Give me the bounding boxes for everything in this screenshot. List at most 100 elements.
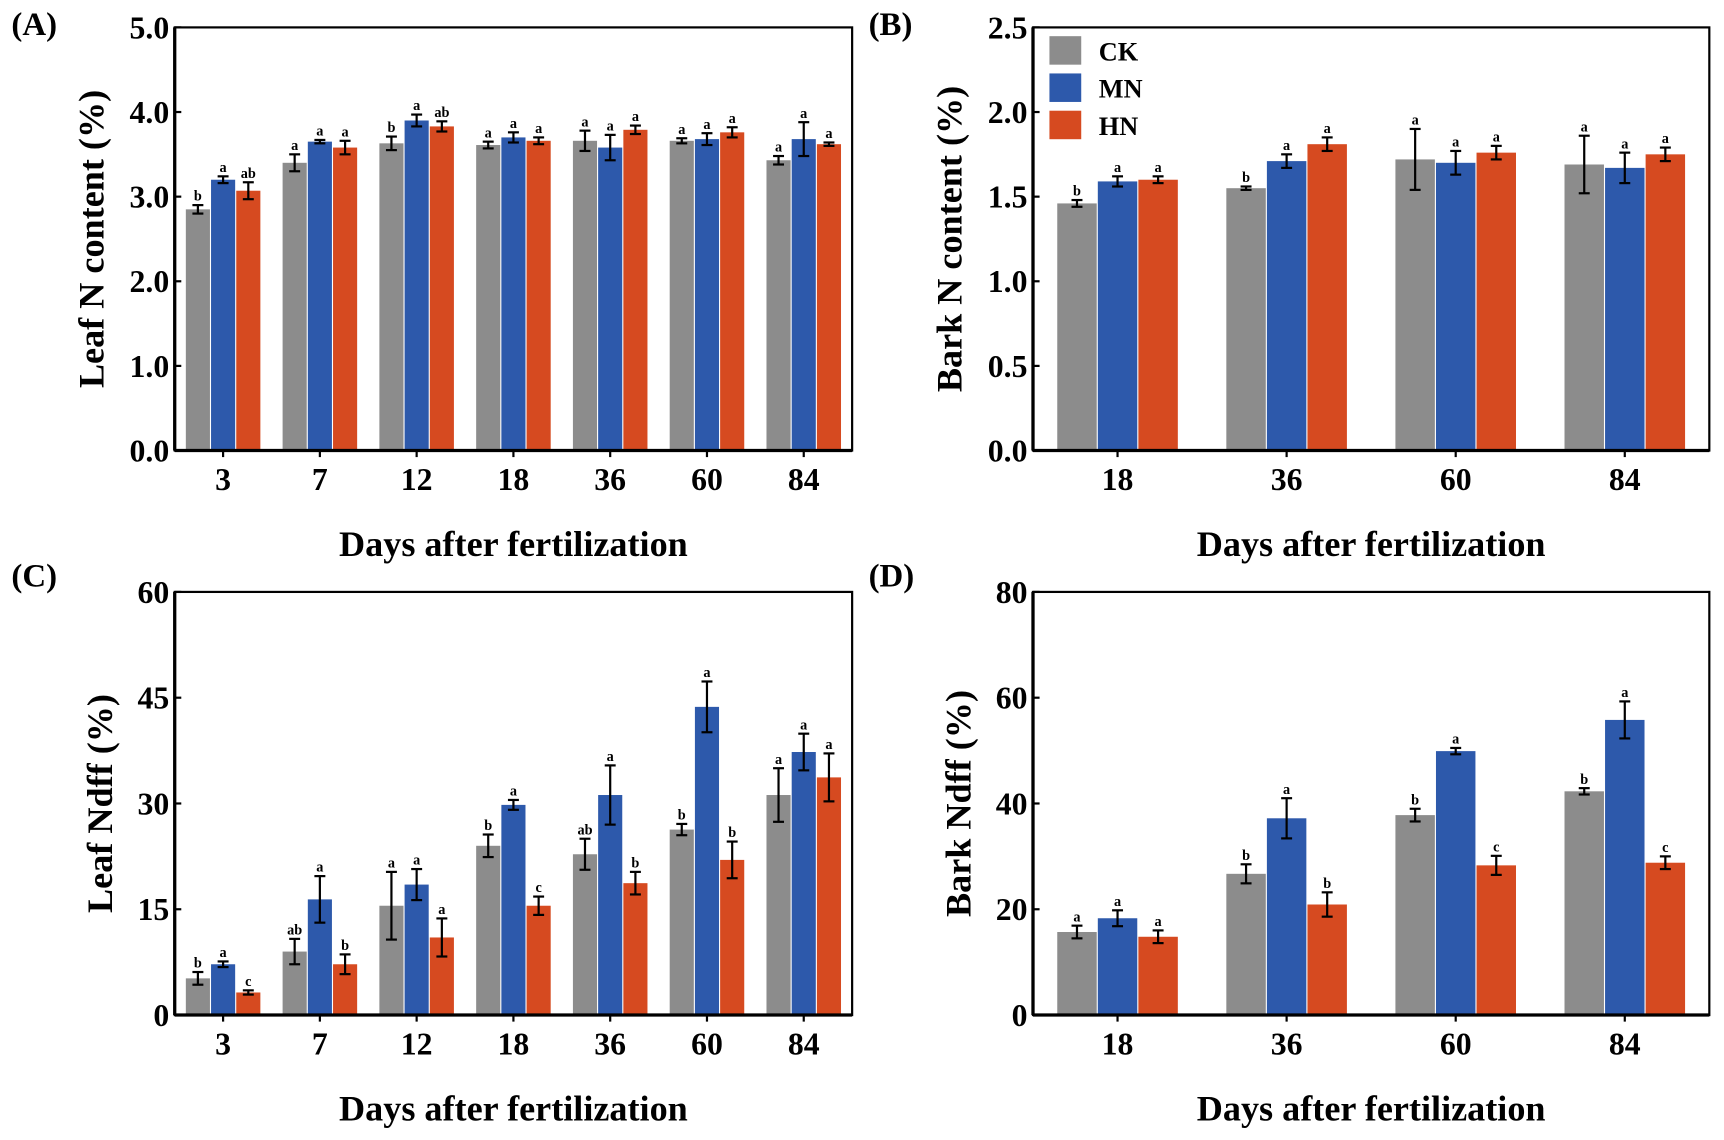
- significance-letter: b: [1580, 772, 1588, 788]
- legend-item-ck: CK: [1049, 36, 1139, 66]
- x-tick-label: 60: [691, 462, 723, 497]
- legend-label: MN: [1099, 75, 1143, 104]
- bar-hn-84: [816, 144, 842, 451]
- bar-hn-60: [720, 859, 745, 1016]
- bar-ck-60: [1395, 815, 1435, 1016]
- error-bar: [192, 970, 204, 986]
- error-bar: [339, 953, 351, 976]
- significance-letter: c: [245, 974, 251, 990]
- error-bar: [726, 840, 738, 880]
- x-axis-title: Days after fertilization: [339, 524, 688, 564]
- error-bar: [798, 121, 810, 158]
- bar-mn-84: [1605, 719, 1645, 1016]
- y-tick-label: 1.0: [988, 264, 1028, 299]
- bar-mn-3: [211, 179, 236, 451]
- significance-letter: ab: [241, 166, 256, 182]
- error-bar: [507, 131, 519, 144]
- error-bar: [242, 181, 254, 201]
- bar-hn-3: [236, 190, 261, 451]
- significance-letter: a: [220, 160, 227, 176]
- bar-hn-18: [1138, 179, 1178, 451]
- x-axis-title: Days after fertilization: [339, 1088, 688, 1128]
- error-bar: [482, 833, 494, 859]
- bar-mn-36: [598, 147, 623, 451]
- panel-b: (B) b b a a a a a a a a a a 0.0 0.5 1.0 1.5 2.0 2.5 18 36 60 8…: [869, 7, 1711, 564]
- y-tick-label: 80: [996, 575, 1028, 610]
- error-bar: [314, 138, 326, 145]
- bar-hn-36: [623, 129, 648, 451]
- bar-mn-12: [404, 120, 429, 451]
- legend-swatch: [1049, 36, 1082, 65]
- error-bar: [773, 767, 785, 823]
- y-tick-label: 60: [996, 681, 1028, 716]
- bar-ck-18: [476, 845, 501, 1016]
- bar-hn-18: [526, 905, 551, 1016]
- x-tick-label: 60: [1440, 1027, 1472, 1062]
- y-tick-label: 60: [137, 575, 169, 610]
- x-tick-label: 36: [594, 462, 626, 497]
- error-bar: [1659, 146, 1671, 163]
- x-tick-label: 7: [312, 1027, 328, 1062]
- bar-mn-18: [1097, 181, 1138, 451]
- significance-letter: a: [703, 117, 710, 133]
- significance-letter: b: [1242, 170, 1250, 186]
- significance-letter: a: [413, 853, 420, 869]
- bar-ck-60: [669, 829, 694, 1016]
- y-tick-label: 2.5: [988, 10, 1028, 45]
- error-bar: [676, 137, 688, 145]
- significance-letter: c: [535, 880, 541, 896]
- bar-ck-36: [1226, 188, 1266, 451]
- bar-ck-84: [766, 160, 791, 451]
- significance-letter: a: [825, 126, 832, 142]
- panel-label: (A): [11, 7, 57, 43]
- error-bar: [1619, 151, 1631, 185]
- significance-letter: a: [1621, 136, 1628, 152]
- y-tick-label: 45: [137, 681, 169, 716]
- significance-letter: a: [1662, 131, 1669, 147]
- x-tick-label: 7: [312, 462, 328, 497]
- error-bar: [533, 895, 545, 916]
- y-tick-label: 4.0: [130, 95, 170, 130]
- x-tick-label: 84: [788, 462, 820, 497]
- error-bar: [217, 960, 229, 969]
- significance-letter: a: [1493, 129, 1500, 145]
- significance-letter: a: [1581, 119, 1588, 135]
- y-axis-title: Bark N content (%): [930, 86, 970, 392]
- y-tick-label: 2.0: [130, 264, 170, 299]
- bar-mn-84: [791, 752, 816, 1016]
- x-tick-label: 12: [401, 1027, 433, 1062]
- significance-letter: a: [581, 114, 588, 130]
- bar-hn-18: [1138, 936, 1178, 1016]
- bar-hn-36: [623, 883, 648, 1016]
- y-tick-label: 3.0: [130, 180, 170, 215]
- error-bar: [1321, 136, 1333, 153]
- error-bar: [1450, 746, 1462, 756]
- significance-letter: b: [631, 855, 639, 871]
- error-bar: [192, 204, 204, 215]
- error-bar: [1659, 855, 1671, 871]
- x-axis-title: Days after fertilization: [1197, 1088, 1546, 1128]
- significance-letter: a: [316, 124, 323, 140]
- error-bar: [314, 875, 326, 924]
- y-tick-label: 1.5: [988, 180, 1028, 215]
- error-bar: [1071, 198, 1083, 208]
- x-tick-label: 12: [401, 462, 433, 497]
- significance-letter: a: [632, 109, 639, 125]
- bar-hn-36: [1307, 904, 1347, 1016]
- error-bar: [217, 175, 229, 185]
- significance-letter: a: [1073, 909, 1080, 925]
- bar-hn-36: [1307, 144, 1347, 451]
- x-tick-label: 60: [1440, 462, 1472, 497]
- error-bar: [1490, 854, 1502, 876]
- bar-mn-36: [1266, 818, 1307, 1016]
- bar-ck-60: [669, 140, 694, 451]
- significance-letter: b: [728, 825, 736, 841]
- bar-hn-3: [236, 992, 261, 1016]
- bar-mn-84: [791, 139, 816, 451]
- error-bar: [385, 870, 397, 941]
- significance-letter: b: [194, 956, 202, 972]
- error-bar: [411, 867, 423, 902]
- significance-letter: a: [1621, 685, 1628, 701]
- x-tick-label: 18: [1102, 462, 1134, 497]
